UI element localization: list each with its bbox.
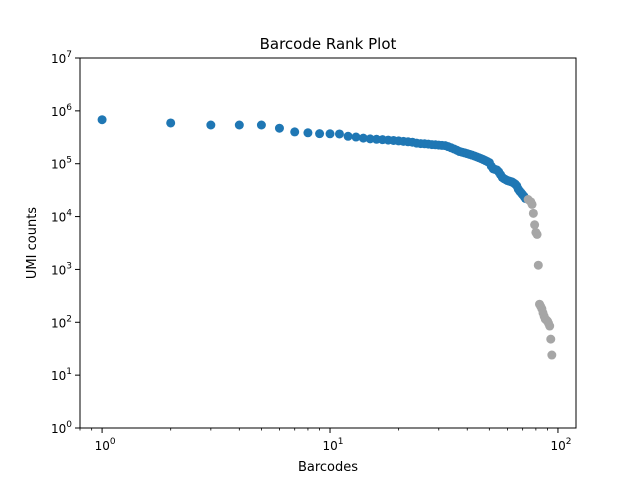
cell-barcode-point <box>166 118 176 128</box>
cell-barcode-point <box>234 120 244 130</box>
plot-area <box>97 115 557 360</box>
y-axis-label: UMI counts <box>25 207 40 279</box>
cell-barcode-point <box>315 129 325 139</box>
cell-barcode-point <box>290 127 300 137</box>
cell-barcode-point <box>256 120 266 130</box>
x-tick-label: 100 <box>95 437 116 453</box>
y-tick-label: 100 <box>51 420 72 436</box>
background-barcode-point <box>527 199 537 209</box>
y-tick-label: 106 <box>51 103 72 119</box>
background-barcode-point <box>528 208 538 218</box>
y-tick-label: 107 <box>51 50 72 66</box>
cell-barcode-point <box>358 133 368 143</box>
chart-title: Barcode Rank Plot <box>260 35 397 53</box>
background-barcode-point <box>547 350 557 360</box>
x-tick-label: 101 <box>323 437 344 453</box>
cell-barcode-point <box>303 128 313 138</box>
cell-barcode-point <box>206 120 216 130</box>
cell-barcode-point <box>351 132 361 142</box>
cell-barcode-point <box>274 123 284 133</box>
background-barcode-point <box>533 260 543 270</box>
cell-barcode-point <box>343 131 353 141</box>
y-tick-label: 102 <box>51 314 72 330</box>
x-axis: 100 101 102 <box>79 428 571 453</box>
cell-barcode-point <box>334 129 344 139</box>
cell-barcode-point <box>97 115 107 125</box>
x-tick-label: 102 <box>550 437 571 453</box>
y-tick-label: 105 <box>51 156 72 172</box>
background-barcode-point <box>530 220 540 230</box>
y-axis: 100 101 102 103 104 105 106 107 <box>51 50 80 436</box>
background-barcode-point <box>545 321 555 331</box>
x-axis-label: Barcodes <box>298 460 358 475</box>
y-tick-label: 103 <box>51 261 72 277</box>
y-tick-label: 104 <box>51 209 72 225</box>
cell-barcode-point <box>325 129 335 139</box>
cell-barcode-point <box>365 134 375 144</box>
y-tick-label: 101 <box>51 367 72 383</box>
background-barcode-point <box>546 334 556 344</box>
background-barcode-point <box>532 229 542 239</box>
plot-frame <box>79 57 577 429</box>
